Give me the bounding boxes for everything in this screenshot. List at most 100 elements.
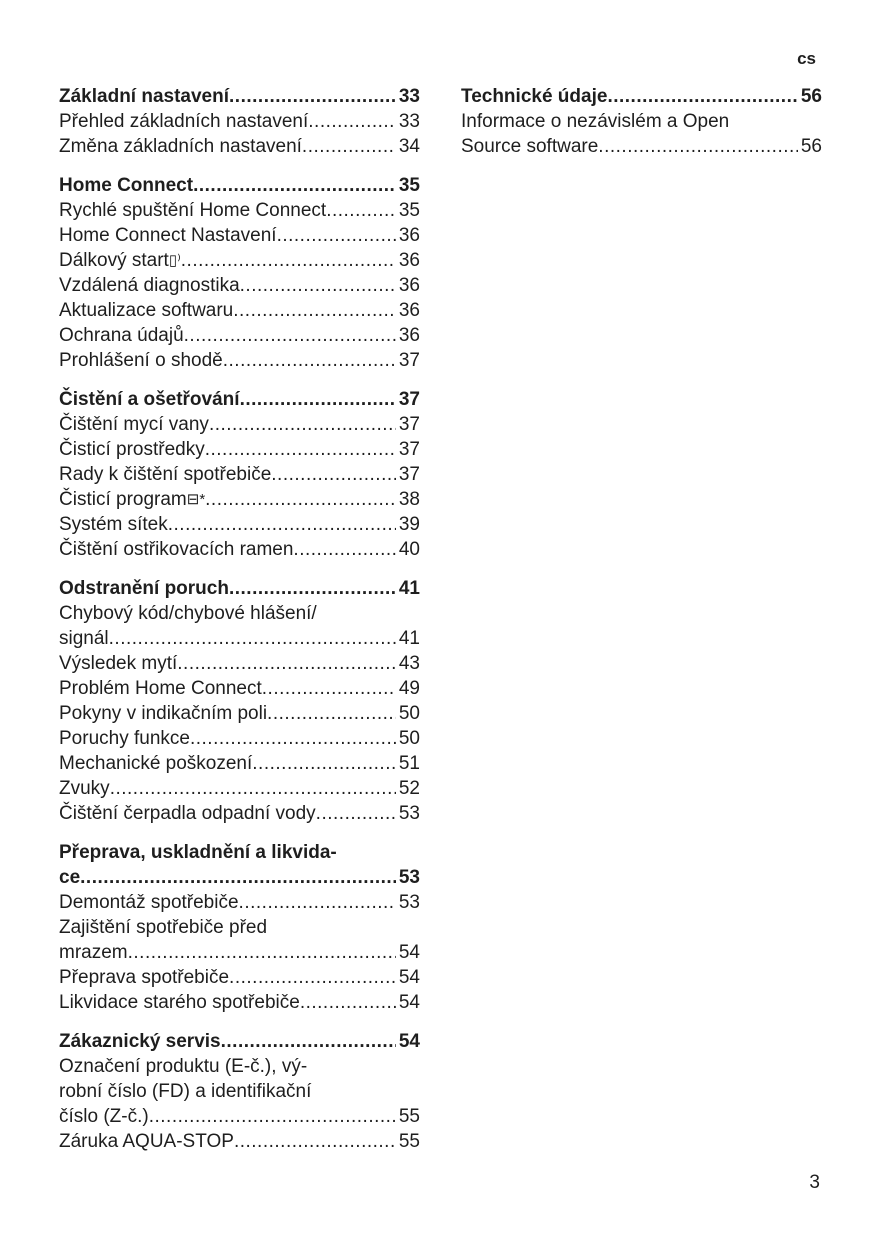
- page-ref: 36: [398, 300, 420, 321]
- page-ref: 36: [398, 275, 420, 296]
- toc-heading[interactable]: Zákaznický servis 54: [59, 1029, 420, 1054]
- entry-text: Prohlášení o shodě: [59, 350, 223, 371]
- entry-text: Chybový kód/chybové hlášení/: [59, 603, 317, 624]
- toc-entry[interactable]: Rady k čištění spotřebiče 37: [59, 462, 420, 487]
- entry-text: Přeprava spotřebiče: [59, 967, 230, 988]
- dot-leader: [205, 487, 396, 512]
- toc-section: Čistění a ošetřování 37 Čištění mycí vany 3…: [59, 387, 420, 562]
- toc-entry[interactable]: Mechanické poškození 51: [59, 751, 420, 776]
- toc-entry[interactable]: Pokyny v indikačním poli 50: [59, 701, 420, 726]
- toc-entry[interactable]: Ochrana údajů 36: [59, 323, 420, 348]
- dot-leader: [80, 865, 396, 890]
- page-ref: 41: [398, 578, 420, 599]
- dot-leader: [267, 701, 396, 726]
- toc-heading[interactable]: Základní nastavení 33: [59, 84, 420, 109]
- entry-text: Zvuky: [59, 778, 110, 799]
- toc-entry[interactable]: Zvuky 52: [59, 776, 420, 801]
- entry-text: Vzdálená diagnostika: [59, 275, 240, 296]
- dot-leader: [177, 651, 396, 676]
- dot-leader: [598, 134, 798, 159]
- entry-text: Čisticí prostředky: [59, 439, 205, 460]
- entry-text: Home Connect Nastavení: [59, 225, 277, 246]
- toc-entry[interactable]: Poruchy funkce 50: [59, 726, 420, 751]
- page-ref: 37: [398, 439, 420, 460]
- toc-section: Přeprava, uskladnění a likvida-ce53Demon…: [59, 840, 420, 1015]
- toc-section: Základní nastavení33Přehled základních n…: [59, 84, 420, 159]
- page-ref: 50: [398, 728, 420, 749]
- dot-leader: [221, 1029, 396, 1054]
- toc-entry[interactable]: Demontáž spotřebiče 53: [59, 890, 420, 915]
- toc-column-left: Základní nastavení33Přehled základních n…: [59, 84, 420, 1168]
- page-ref: 56: [800, 136, 822, 157]
- page-ref: 56: [800, 86, 822, 107]
- toc-section: Odstranění poruch 41 Chybový kód/chybové h…: [59, 576, 420, 826]
- page-ref: 36: [398, 325, 420, 346]
- toc-entry[interactable]: Problém Home Connect 49: [59, 676, 420, 701]
- toc-entry-line[interactable]: Zajištění spotřebiče před: [59, 915, 420, 940]
- toc-entry-line[interactable]: Označení produktu (E-č.), vý-: [59, 1054, 420, 1079]
- toc-entry[interactable]: Čisticí prostředky 37: [59, 437, 420, 462]
- dot-leader: [184, 323, 396, 348]
- toc-entry[interactable]: Systém sítek 39: [59, 512, 420, 537]
- toc-section: Zákaznický servis 54 Označení produktu (E-…: [59, 1029, 420, 1154]
- toc-entry[interactable]: Vzdálená diagnostika 36: [59, 273, 420, 298]
- dot-leader: [205, 437, 396, 462]
- toc-entry[interactable]: Změna základních nastavení 34: [59, 134, 420, 159]
- toc-entry[interactable]: Výsledek mytí 43: [59, 651, 420, 676]
- page-ref: 36: [398, 225, 420, 246]
- toc-entry[interactable]: Čisticí program⊟* 38: [59, 487, 420, 512]
- toc-entry-line[interactable]: Informace o nezávislém a Open: [461, 109, 822, 134]
- dot-leader: [110, 776, 396, 801]
- page-number: 3: [809, 1172, 820, 1193]
- toc-entry[interactable]: Dálkový start▯⁾ 36: [59, 248, 420, 273]
- entry-text: Rady k čištění spotřebiče: [59, 464, 272, 485]
- toc-entry-line[interactable]: robní číslo (FD) a identifikační: [59, 1079, 420, 1104]
- dot-leader: [262, 676, 396, 701]
- toc-heading[interactable]: Technické údaje 56: [461, 84, 822, 109]
- dot-leader: [316, 801, 396, 826]
- toc-entry[interactable]: Záruka AQUA-STOP 55: [59, 1129, 420, 1154]
- toc-heading-line[interactable]: Přeprava, uskladnění a likvida-: [59, 840, 420, 865]
- section-title: Zákaznický servis: [59, 1031, 221, 1052]
- entry-text: Přehled základních nastavení: [59, 111, 309, 132]
- toc-heading[interactable]: Home Connect 35: [59, 173, 420, 198]
- toc-entry-line[interactable]: Source software 56: [461, 134, 822, 159]
- dot-leader: [302, 134, 396, 159]
- toc-entry-line[interactable]: číslo (Z-č.) 55: [59, 1104, 420, 1129]
- toc-entry-line[interactable]: mrazem 54: [59, 940, 420, 965]
- entry-text: signál: [59, 628, 109, 649]
- dot-leader: [223, 348, 396, 373]
- toc-heading-line[interactable]: ce 53: [59, 865, 420, 890]
- dot-leader: [607, 84, 797, 109]
- dot-leader: [239, 890, 396, 915]
- page-ref: 54: [398, 967, 420, 988]
- entry-text: mrazem: [59, 942, 128, 963]
- toc-entry[interactable]: Home Connect Nastavení 36: [59, 223, 420, 248]
- toc-entry[interactable]: Aktualizace softwaru 36: [59, 298, 420, 323]
- toc-entry[interactable]: Přehled základních nastavení 33: [59, 109, 420, 134]
- toc-heading[interactable]: Čistění a ošetřování 37: [59, 387, 420, 412]
- section-title: ce: [59, 867, 81, 888]
- page-ref: 36: [398, 250, 420, 271]
- toc-entry-line[interactable]: Chybový kód/chybové hlášení/: [59, 601, 420, 626]
- page-ref: 53: [398, 803, 420, 824]
- toc-entry-line[interactable]: signál 41: [59, 626, 420, 651]
- toc-entry[interactable]: Prohlášení o shodě 37: [59, 348, 420, 373]
- toc-entry[interactable]: Likvidace starého spotřebiče 54: [59, 990, 420, 1015]
- entry-text: Informace o nezávislém a Open: [461, 111, 730, 132]
- page-ref: 53: [398, 892, 420, 913]
- toc-heading[interactable]: Odstranění poruch 41: [59, 576, 420, 601]
- page-ref: 37: [398, 389, 420, 410]
- toc-entry[interactable]: Čištění ostřikovacích ramen 40: [59, 537, 420, 562]
- toc-entry[interactable]: Čištění mycí vany 37: [59, 412, 420, 437]
- dot-leader: [168, 512, 396, 537]
- section-title: Čistění a ošetřování: [59, 389, 240, 410]
- toc-entry[interactable]: Čištění čerpadla odpadní vody 53: [59, 801, 420, 826]
- toc-entry[interactable]: Rychlé spuštění Home Connect 35: [59, 198, 420, 223]
- entry-text: Čištění čerpadla odpadní vody: [59, 803, 316, 824]
- section-title: Přeprava, uskladnění a likvida-: [59, 842, 337, 863]
- toc-entry[interactable]: Přeprava spotřebiče 54: [59, 965, 420, 990]
- dot-leader: [252, 751, 396, 776]
- entry-text: Čištění ostřikovacích ramen: [59, 539, 294, 560]
- dot-leader: [229, 965, 396, 990]
